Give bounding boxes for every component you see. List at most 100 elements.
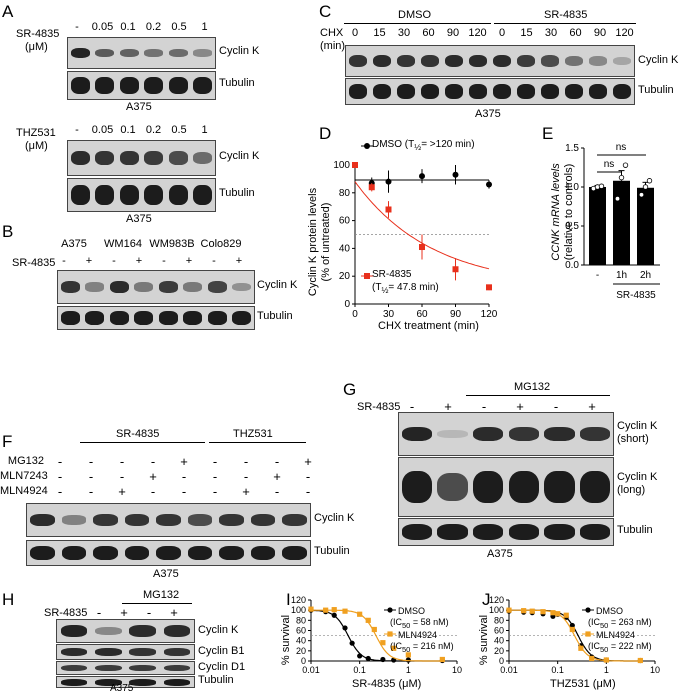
j-xtick-label: 0.1 xyxy=(551,665,564,675)
blotC2-band xyxy=(516,84,536,99)
a-top-tubulin-blot xyxy=(67,71,216,100)
c-group-sr-line xyxy=(494,23,636,24)
blotH2-band xyxy=(60,647,88,656)
h-tubulin-blot xyxy=(56,676,195,688)
blotF1-band xyxy=(124,514,150,526)
g-cyclin-short-blot xyxy=(398,412,614,456)
blotB1-band xyxy=(158,281,178,293)
e-ytick-label: 1.0 xyxy=(565,182,579,193)
e-ytick-label: 0.0 xyxy=(565,260,579,271)
h-group: MG132 xyxy=(143,589,180,601)
d-point-sr xyxy=(419,244,425,251)
e-bar xyxy=(613,180,630,265)
j-leg1-sub: 50 xyxy=(600,620,609,630)
j-legend-dmso-ic: (IC50 = 263 nM) xyxy=(588,617,652,630)
d-legend-dmso-name: DMSO xyxy=(372,139,402,150)
blotC1-band xyxy=(540,55,560,67)
h-cyclinb1-blot xyxy=(56,644,195,660)
blotF2-band xyxy=(61,545,87,561)
d-point-sr xyxy=(368,184,375,191)
c-time-2: 30 xyxy=(397,27,411,39)
i-leg1-val: = 58 nM) xyxy=(410,617,449,627)
i-leg2-sub: 50 xyxy=(402,644,411,654)
blotF2-band xyxy=(93,545,118,561)
g-tubulin-blot xyxy=(398,518,614,546)
a-top-dose-3: 0.2 xyxy=(145,21,162,33)
panel-label-b: B xyxy=(2,222,14,241)
blotH1-band xyxy=(129,625,156,637)
blotG1-band xyxy=(401,426,432,442)
blotH2-band xyxy=(129,648,156,656)
blotH4-band xyxy=(129,678,156,686)
blotC2-band xyxy=(588,84,608,99)
i-legend-dmso-ic: (IC50 = 58 nM) xyxy=(390,617,449,630)
g-group-line xyxy=(466,395,610,396)
i-ytick-label: 0 xyxy=(301,656,306,666)
f-group-thz-line xyxy=(209,442,306,443)
a-bottom-row-tubulin: Tubulin xyxy=(219,187,255,199)
blotH1-band xyxy=(95,626,122,636)
blotB2-band xyxy=(85,311,105,325)
i-legend-mln-ic: (IC50 = 216 nM) xyxy=(390,641,454,654)
e-ns-short: ns xyxy=(604,159,615,170)
panel-label-h: H xyxy=(2,590,15,609)
d-xtick-label: 0 xyxy=(352,309,358,320)
g-row-tubulin: Tubulin xyxy=(617,524,653,536)
d-point-sr xyxy=(352,162,358,168)
f-treat-name-1: MLN7243 xyxy=(0,470,48,482)
b-sign-7: + xyxy=(235,255,243,267)
d-xtick-label: 60 xyxy=(416,309,428,320)
panel-label-j: J xyxy=(482,590,491,609)
c-group-dmso: DMSO xyxy=(398,9,431,21)
c-time-5: 120 xyxy=(468,27,487,39)
blotB2-band xyxy=(60,311,80,325)
panel-label-a: A xyxy=(2,2,14,21)
i-xtick-label: 0.01 xyxy=(302,665,320,675)
blotC2-band xyxy=(372,84,392,99)
blotA2-band xyxy=(95,77,115,94)
c-time-4: 90 xyxy=(446,27,460,39)
blotG2-band xyxy=(473,471,504,503)
i-point-dmso xyxy=(342,625,348,631)
f-treat-sign-2-1: - xyxy=(88,484,94,499)
a-top-row-tubulin: Tubulin xyxy=(219,77,255,89)
blotC1-band xyxy=(516,54,536,68)
blotG3-band xyxy=(580,524,611,540)
blotF1-band xyxy=(219,514,244,526)
j-ytick-label: 80 xyxy=(494,615,504,625)
blotA2-band xyxy=(168,77,188,94)
blotH1-band xyxy=(60,625,88,637)
h-sign-0: - xyxy=(96,605,102,620)
d-legend-sr-half: (T½= 47.8 min) xyxy=(372,282,439,295)
blotA2-band xyxy=(119,77,139,94)
d-ytick-label: 60 xyxy=(339,216,351,227)
blotC1-band xyxy=(420,54,440,68)
blotC2-band xyxy=(396,84,416,99)
a-top-row-cyclink: Cyclin K xyxy=(219,45,260,57)
j-ytick-label: 100 xyxy=(489,605,504,615)
i-point-mln xyxy=(323,607,329,613)
f-tubulin-blot xyxy=(26,540,311,566)
f-treat-sign-1-5: - xyxy=(212,469,218,484)
blotC2-band xyxy=(564,84,584,99)
d-ytick-label: 80 xyxy=(339,188,351,199)
a-bottom-treatment: THZ531 xyxy=(16,127,56,139)
e-xtick-label: - xyxy=(596,270,599,281)
i-point-dmso xyxy=(349,640,355,646)
j-point-mln xyxy=(529,608,535,614)
i-point-mln xyxy=(439,656,445,663)
h-row-cyclinb1: Cyclin B1 xyxy=(198,645,245,657)
i-legend-mln: MLN4924 xyxy=(398,630,438,640)
e-point xyxy=(598,183,605,189)
blotC1-band xyxy=(492,54,512,68)
blotG2-band xyxy=(401,471,432,503)
a-bottom-dose-2: 0.1 xyxy=(120,124,136,136)
i-ytick-label: 80 xyxy=(296,615,306,625)
i-point-mln xyxy=(342,608,348,614)
b-sign-6: - xyxy=(212,255,216,267)
blotG3-band xyxy=(544,524,575,540)
d-ytick-label: 0 xyxy=(344,299,350,310)
d-legend-dmso-t: (T xyxy=(404,139,415,150)
a-top-unit: (μM) xyxy=(25,41,48,53)
